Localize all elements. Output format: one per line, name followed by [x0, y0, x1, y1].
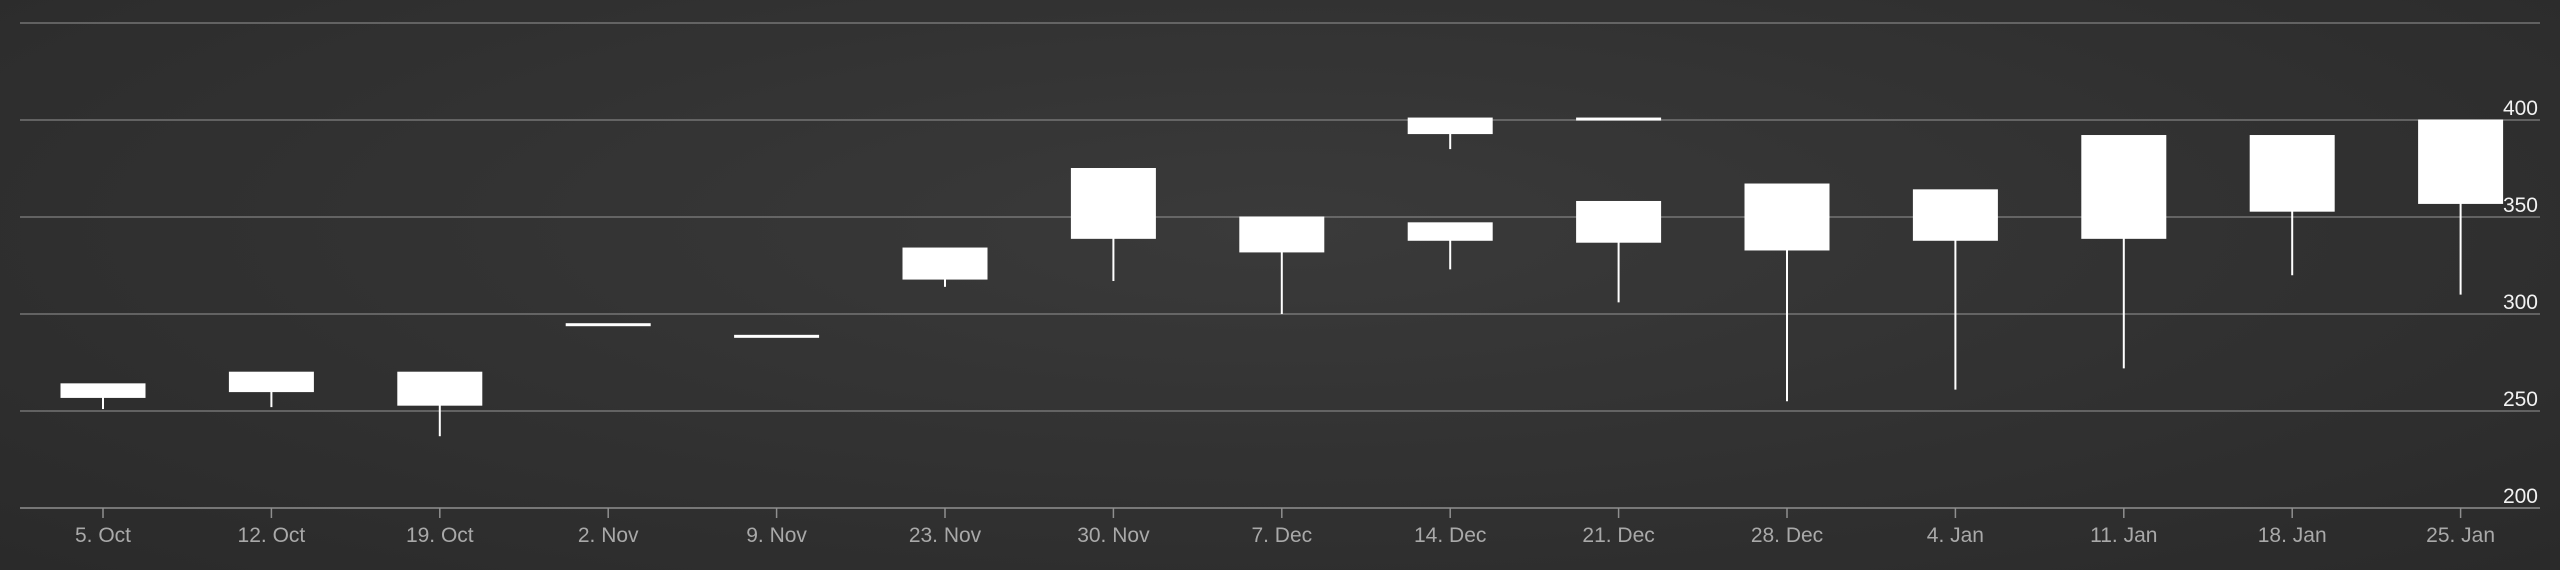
y-tick-label: 250	[2503, 388, 2538, 411]
candle[interactable]	[60, 383, 146, 410]
y-tick-label: 200	[2503, 485, 2538, 508]
candle[interactable]	[2249, 135, 2335, 276]
candle[interactable]	[2081, 135, 2167, 369]
candle-body	[1239, 216, 1325, 253]
candle-body	[397, 371, 483, 406]
x-tick-label: 23. Nov	[909, 524, 982, 547]
candle[interactable]	[1407, 117, 1493, 150]
candle[interactable]	[1239, 216, 1325, 314]
candle-body	[1912, 189, 1998, 241]
y-tick-label: 400	[2503, 97, 2538, 120]
candle[interactable]	[228, 371, 314, 408]
x-tick-label: 11. Jan	[2090, 524, 2157, 547]
candle[interactable]	[2418, 119, 2504, 295]
candle[interactable]	[902, 247, 988, 287]
candle[interactable]	[1576, 200, 1662, 303]
candle-body	[902, 247, 988, 280]
candle-body	[734, 334, 820, 338]
candle[interactable]	[1576, 117, 1662, 121]
x-tick-label: 19. Oct	[406, 524, 474, 547]
candle-body	[1070, 168, 1156, 239]
x-tick-label: 12. Oct	[238, 524, 306, 547]
candle-body	[1407, 117, 1493, 135]
candle-body	[2418, 119, 2504, 204]
x-tick-label: 9. Nov	[746, 524, 807, 547]
x-tick-label: 4. Jan	[1927, 524, 1984, 547]
x-tick-label: 5. Oct	[75, 524, 131, 547]
candle[interactable]	[565, 323, 651, 327]
candle-body	[2081, 135, 2167, 239]
candle-body	[565, 323, 651, 327]
x-tick-label: 28. Dec	[1751, 524, 1823, 547]
candle[interactable]	[1407, 222, 1493, 270]
x-tick-label: 30. Nov	[1077, 524, 1150, 547]
candle-body	[1576, 117, 1662, 121]
candle-body	[228, 371, 314, 393]
y-tick-label: 300	[2503, 291, 2538, 314]
candle-body	[1744, 183, 1830, 251]
candle-body	[1576, 200, 1662, 243]
y-tick-label: 350	[2503, 194, 2538, 217]
axis-layer: 200 250 300 350 400 5. Oct 12. Oct 19. Oct 2. No…	[20, 97, 2540, 547]
candle-layer	[60, 117, 2504, 437]
candle-body	[1407, 222, 1493, 241]
candle-body	[2249, 135, 2335, 212]
x-tick-label: 14. Dec	[1414, 524, 1486, 547]
candle[interactable]	[1912, 189, 1998, 390]
candle-body	[60, 383, 146, 398]
candle[interactable]	[1744, 183, 1830, 402]
candle[interactable]	[397, 371, 483, 437]
x-tick-label: 21. Dec	[1582, 524, 1654, 547]
candle[interactable]	[734, 334, 820, 338]
x-tick-label: 7. Dec	[1251, 524, 1312, 547]
x-tick-label: 18. Jan	[2258, 524, 2327, 547]
x-tick-label: 25. Jan	[2426, 524, 2495, 547]
x-tick-label: 2. Nov	[578, 524, 639, 547]
candle[interactable]	[1070, 168, 1156, 282]
